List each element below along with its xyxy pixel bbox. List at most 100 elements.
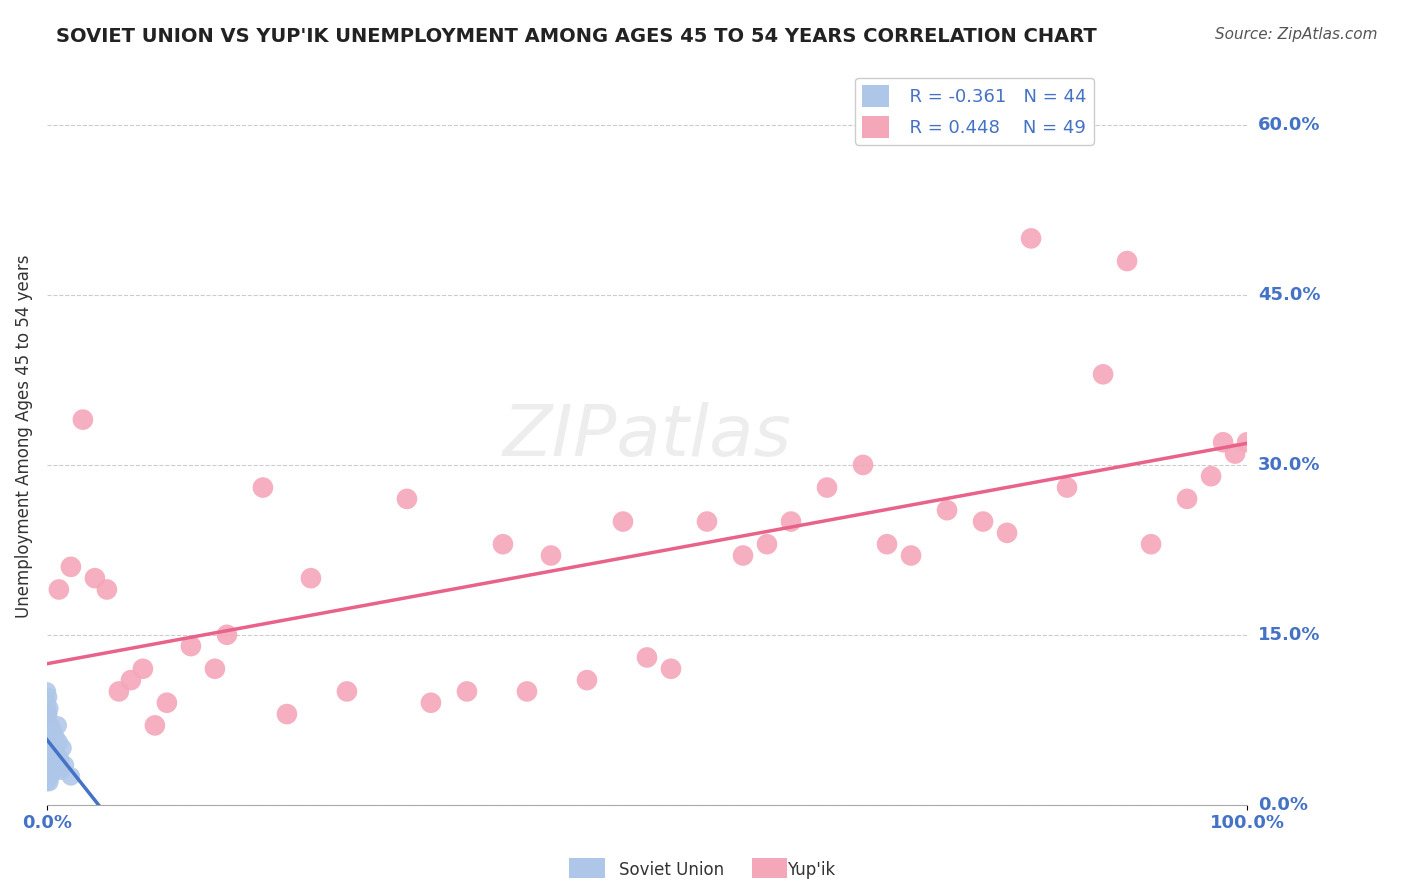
Point (492, 537, 515, 551)
Point (42, 741, 65, 756)
Point (83, 571, 105, 585)
Point (38, 775, 60, 789)
Point (395, 491, 418, 506)
Point (815, 481, 838, 495)
Point (37, 741, 59, 756)
Point (35, 747, 58, 761)
Point (995, 525, 1018, 540)
Text: Soviet Union: Soviet Union (619, 861, 724, 879)
Point (35, 724, 58, 739)
Point (45, 747, 67, 761)
Point (1223, 447, 1246, 461)
Point (59, 769, 82, 783)
Point (38, 752, 60, 766)
Point (35, 741, 58, 756)
Point (299, 571, 322, 585)
Point (215, 628, 238, 642)
Point (42, 752, 65, 766)
Point (1092, 368, 1115, 382)
Point (35, 701, 58, 715)
Point (132, 662, 155, 676)
Point (37, 724, 59, 739)
Text: 15.0%: 15.0% (1258, 626, 1320, 644)
Text: 45.0%: 45.0% (1258, 286, 1320, 304)
Text: 30.0%: 30.0% (1258, 456, 1320, 474)
Point (35, 758, 58, 772)
Point (420, 696, 443, 710)
Point (636, 650, 658, 665)
Point (35, 718, 58, 732)
Text: Yup'ik: Yup'ik (787, 861, 835, 879)
Point (972, 515, 994, 529)
Point (49, 752, 72, 766)
Point (42, 724, 65, 739)
Point (156, 696, 179, 710)
Point (48, 735, 70, 749)
Point (756, 537, 779, 551)
Point (42, 764, 65, 778)
Point (37, 752, 59, 766)
Point (120, 673, 142, 687)
Point (35, 730, 58, 744)
Y-axis label: Unemployment Among Ages 45 to 54 years: Unemployment Among Ages 45 to 54 years (15, 255, 32, 618)
Point (696, 515, 718, 529)
Point (876, 537, 898, 551)
Point (1019, 231, 1042, 245)
Text: 60.0%: 60.0% (1258, 116, 1320, 134)
Point (1212, 435, 1234, 450)
Text: Source: ZipAtlas.com: Source: ZipAtlas.com (1215, 27, 1378, 42)
Point (1236, 435, 1258, 450)
Point (659, 662, 682, 676)
Point (51, 764, 73, 778)
Point (46, 718, 69, 732)
Text: SOVIET UNION VS YUP'IK UNEMPLOYMENT AMONG AGES 45 TO 54 YEARS CORRELATION CHART: SOVIET UNION VS YUP'IK UNEMPLOYMENT AMON… (56, 27, 1097, 45)
Point (96, 582, 118, 597)
Point (35, 764, 58, 778)
Point (731, 549, 754, 563)
Point (1199, 469, 1222, 483)
Point (252, 481, 274, 495)
Point (41, 758, 63, 772)
Point (38, 701, 60, 715)
Text: ZIPatlas: ZIPatlas (502, 402, 792, 471)
Point (780, 515, 803, 529)
Point (35, 769, 58, 783)
Point (35, 696, 58, 710)
Point (35, 735, 58, 749)
Point (35, 752, 58, 766)
Point (612, 515, 634, 529)
Point (336, 684, 359, 698)
Point (48, 582, 70, 597)
Point (540, 549, 562, 563)
Point (180, 639, 202, 653)
Point (143, 718, 166, 732)
Legend:   R = -0.361   N = 44,   R = 0.448    N = 49: R = -0.361 N = 44, R = 0.448 N = 49 (855, 78, 1094, 145)
Point (108, 684, 131, 698)
Point (1116, 254, 1139, 268)
Point (1140, 537, 1163, 551)
Point (59, 559, 82, 574)
Point (41, 735, 63, 749)
Point (1175, 491, 1198, 506)
Point (35, 684, 58, 698)
Point (456, 684, 478, 698)
Point (39, 769, 62, 783)
Point (936, 503, 959, 517)
Point (575, 673, 598, 687)
Point (53, 758, 76, 772)
Point (39, 747, 62, 761)
Point (37, 707, 59, 722)
Point (44, 730, 66, 744)
Point (39, 718, 62, 732)
Text: 0.0%: 0.0% (1258, 796, 1308, 814)
Point (37, 690, 59, 704)
Point (35, 775, 58, 789)
Point (1056, 481, 1078, 495)
Point (204, 662, 226, 676)
Point (51, 741, 73, 756)
Point (852, 458, 875, 472)
Point (72, 412, 94, 426)
Point (35, 707, 58, 722)
Point (37, 764, 59, 778)
Point (276, 707, 298, 722)
